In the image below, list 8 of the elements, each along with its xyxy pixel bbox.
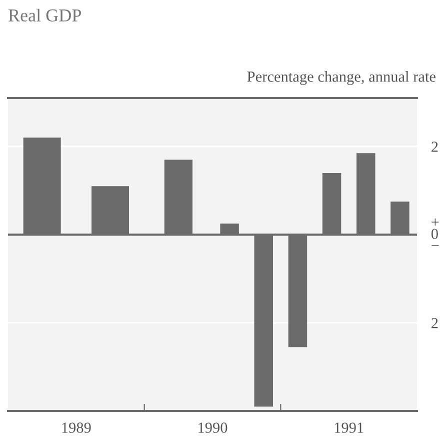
y-tick-label: 2 xyxy=(432,142,438,152)
x-tick-label: 1991 xyxy=(334,422,364,433)
y-tick-label: 2 xyxy=(432,318,438,328)
chart-title: Real GDP xyxy=(8,8,81,22)
x-tick-label: 1990 xyxy=(198,422,228,433)
x-tick-label: 1989 xyxy=(62,422,91,433)
y-tick-label: + 0 − xyxy=(431,218,439,246)
y-axis-title: Percentage change, annual rate xyxy=(247,71,436,85)
